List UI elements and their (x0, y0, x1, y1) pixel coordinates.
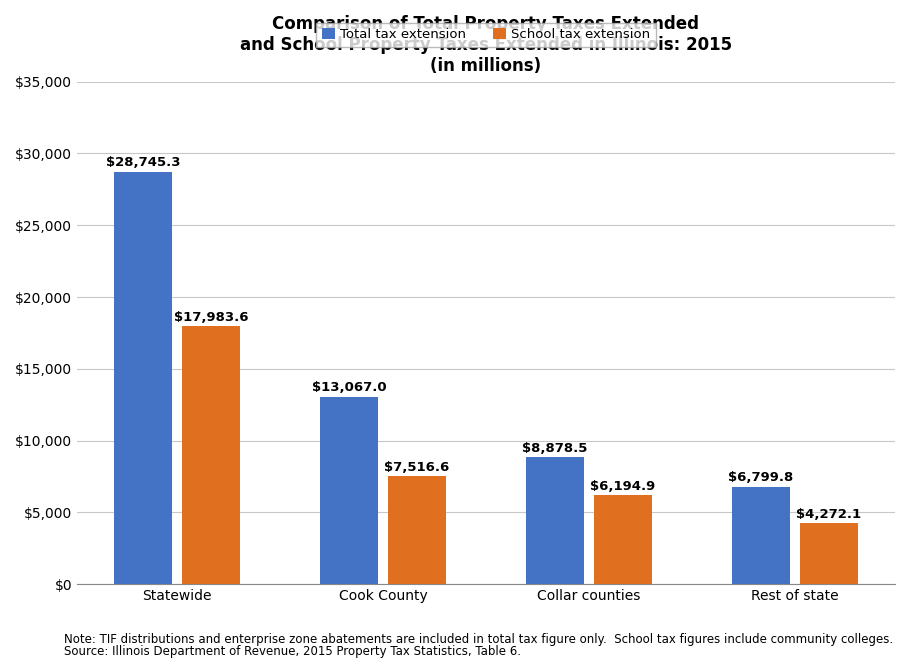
Text: $13,067.0: $13,067.0 (312, 381, 387, 395)
Text: $7,516.6: $7,516.6 (384, 461, 450, 474)
Text: Note: TIF distributions and enterprise zone abatements are included in total tax: Note: TIF distributions and enterprise z… (64, 633, 893, 646)
Text: $6,799.8: $6,799.8 (728, 471, 794, 485)
Bar (594, 495, 652, 584)
Bar (182, 326, 240, 584)
Title: Comparison of Total Property Taxes Extended
and School Property Taxes Extended i: Comparison of Total Property Taxes Exten… (240, 15, 732, 75)
Legend: Total tax extension, School tax extension: Total tax extension, School tax extensio… (317, 23, 655, 46)
Bar (389, 477, 446, 584)
Bar (114, 171, 172, 584)
Text: $6,194.9: $6,194.9 (591, 480, 655, 493)
Bar (733, 486, 790, 584)
Bar (800, 523, 858, 584)
Text: $28,745.3: $28,745.3 (106, 157, 180, 169)
Text: $8,878.5: $8,878.5 (522, 442, 588, 455)
Bar (526, 457, 584, 584)
Bar (320, 397, 378, 584)
Text: $17,983.6: $17,983.6 (174, 311, 248, 324)
Text: Source: Illinois Department of Revenue, 2015 Property Tax Statistics, Table 6.: Source: Illinois Department of Revenue, … (64, 645, 521, 658)
Text: $4,272.1: $4,272.1 (796, 508, 862, 521)
